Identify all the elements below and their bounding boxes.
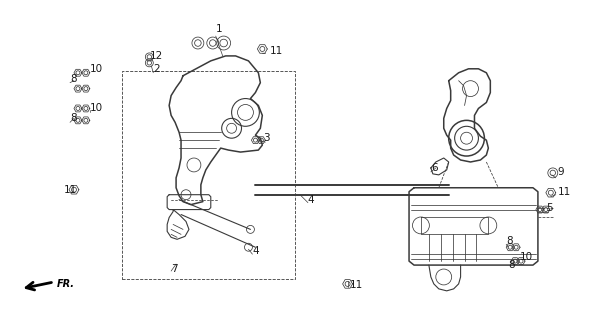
Text: 11: 11 bbox=[64, 185, 77, 195]
Text: 10: 10 bbox=[90, 64, 103, 74]
Text: 10: 10 bbox=[520, 252, 533, 262]
Text: 9: 9 bbox=[558, 167, 565, 177]
Text: 12: 12 bbox=[149, 51, 163, 61]
Text: 1: 1 bbox=[216, 24, 223, 34]
Text: 6: 6 bbox=[431, 163, 437, 173]
Text: 3: 3 bbox=[263, 133, 270, 143]
Text: 11: 11 bbox=[350, 280, 363, 290]
Text: 4: 4 bbox=[308, 195, 314, 205]
Text: 11: 11 bbox=[558, 187, 571, 197]
Text: 11: 11 bbox=[270, 46, 284, 56]
Text: 4: 4 bbox=[253, 246, 259, 256]
Text: 8: 8 bbox=[70, 74, 77, 84]
Text: 10: 10 bbox=[90, 103, 103, 114]
Text: 8: 8 bbox=[508, 260, 515, 270]
Text: FR.: FR. bbox=[57, 279, 75, 289]
Text: 5: 5 bbox=[546, 203, 553, 212]
Text: 8: 8 bbox=[506, 236, 513, 246]
Bar bbox=[122, 71, 295, 279]
Text: 2: 2 bbox=[153, 64, 160, 74]
Text: 7: 7 bbox=[171, 264, 178, 274]
Text: 8: 8 bbox=[70, 113, 77, 124]
